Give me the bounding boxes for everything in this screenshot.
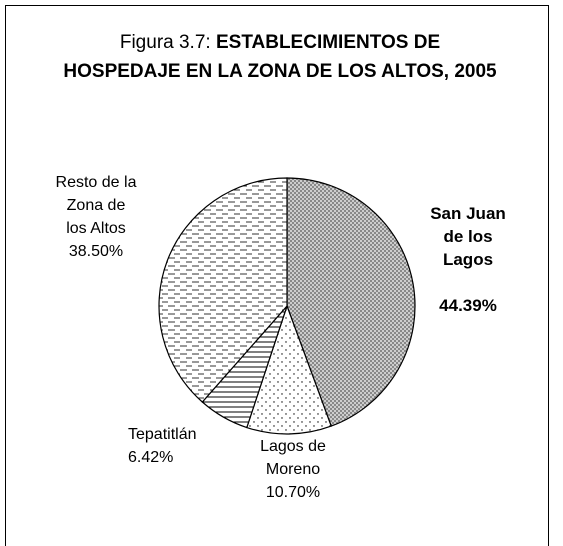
title-prefix: Figura 3.7:: [119, 32, 211, 53]
frame: [5, 5, 549, 546]
slice-value-label: 38.50%: [68, 243, 124, 260]
chart-title-block: Figura 3.7: ESTABLECIMIENTOS DE HOSPEDAJ…: [60, 28, 500, 86]
pie-slice: [246, 304, 332, 435]
slice-value-label: 10.70%: [265, 484, 321, 501]
pie-slice: [158, 177, 288, 403]
slice-value-label: 6.42%: [128, 449, 174, 466]
slice-label: Lagos de Moreno: [260, 438, 326, 478]
pie-slice: [286, 177, 416, 427]
slice-label: Tepatitlán: [128, 426, 197, 443]
slice-label: Resto de la Zona de los Altos: [55, 174, 137, 237]
slice-value-label: 44.39%: [439, 296, 497, 315]
chart-title: ESTABLECIMIENTOS DE HOSPEDAJE EN LA ZONA…: [63, 32, 497, 82]
slice-label: San Juan de los Lagos: [430, 204, 506, 269]
